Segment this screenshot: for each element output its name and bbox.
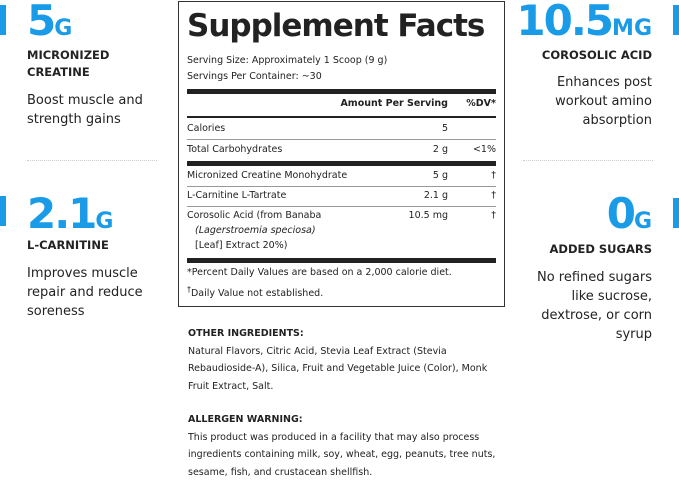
- other-ingredients: OTHER INGREDIENTS: Natural Flavors, Citri…: [188, 328, 488, 392]
- thick-rule: [187, 258, 496, 263]
- stat-carnitine-label: L-CARNITINE: [27, 238, 109, 252]
- footnote-dagger: †Daily Value not established.: [187, 285, 324, 300]
- table-row: Micronized Creatine Monohydrate 5 g †: [187, 170, 496, 181]
- rule: [187, 186, 496, 187]
- accent-bar: [673, 5, 679, 35]
- stat-corosolic-desc: Enhances post workout amino absorption: [555, 75, 652, 128]
- rule: [187, 206, 496, 207]
- panel-title: Supplement Facts: [187, 8, 485, 44]
- divider: [27, 160, 157, 161]
- stat-carnitine-value: 2.1G: [27, 189, 114, 238]
- header-dv: %DV*: [466, 98, 496, 109]
- supplement-facts-panel: Supplement Facts Serving Size: Approxima…: [178, 1, 505, 307]
- thick-rule: [187, 89, 496, 94]
- rule: [187, 139, 496, 140]
- table-row: Total Carbohydrates 2 g <1%: [187, 144, 496, 155]
- stat-sugars-desc: No refined sugars like sucrose, dextrose, …: [536, 270, 652, 342]
- table-row: Corosolic Acid (from Banaba 10.5 mg †: [187, 210, 496, 221]
- stat-creatine-desc: Boost muscle and strength gains: [27, 93, 143, 127]
- serving-size: Serving Size: Approximately 1 Scoop (9 g…: [187, 55, 388, 66]
- stat-sugars-label: ADDED SUGARS: [549, 242, 653, 256]
- servings-per-container: Servings Per Container: ~30: [187, 71, 322, 82]
- accent-bar: [0, 196, 6, 226]
- stat-carnitine-desc: Improves muscle repair and reduce soreness: [27, 266, 143, 319]
- stat-sugars-value: 0G: [606, 189, 652, 238]
- row-continuation: [Leaf] Extract 20%): [195, 240, 288, 251]
- allergen-warning: ALLERGEN WARNING: This product was produc…: [188, 414, 496, 478]
- table-row: Calories 5: [187, 123, 448, 134]
- table-row: L-Carnitine L-Tartrate 2.1 g †: [187, 190, 496, 201]
- stat-creatine-label: MICRONIZED CREATINE: [27, 48, 110, 79]
- stat-creatine-value: 5G: [27, 0, 73, 45]
- footnote-dv: *Percent Daily Values are based on a 2,0…: [187, 267, 452, 278]
- stat-corosolic-value: 10.5MG: [516, 0, 652, 45]
- accent-bar: [0, 5, 6, 35]
- thick-rule: [187, 161, 496, 166]
- stat-corosolic-label: COROSOLIC ACID: [541, 48, 652, 62]
- table-header: Amount Per Serving %DV*: [187, 98, 496, 112]
- divider: [523, 160, 653, 161]
- header-amount: Amount Per Serving: [340, 98, 448, 109]
- accent-bar: [673, 198, 679, 228]
- rule: [187, 116, 496, 118]
- row-continuation: (Lagerstroemia speciosa): [195, 225, 316, 236]
